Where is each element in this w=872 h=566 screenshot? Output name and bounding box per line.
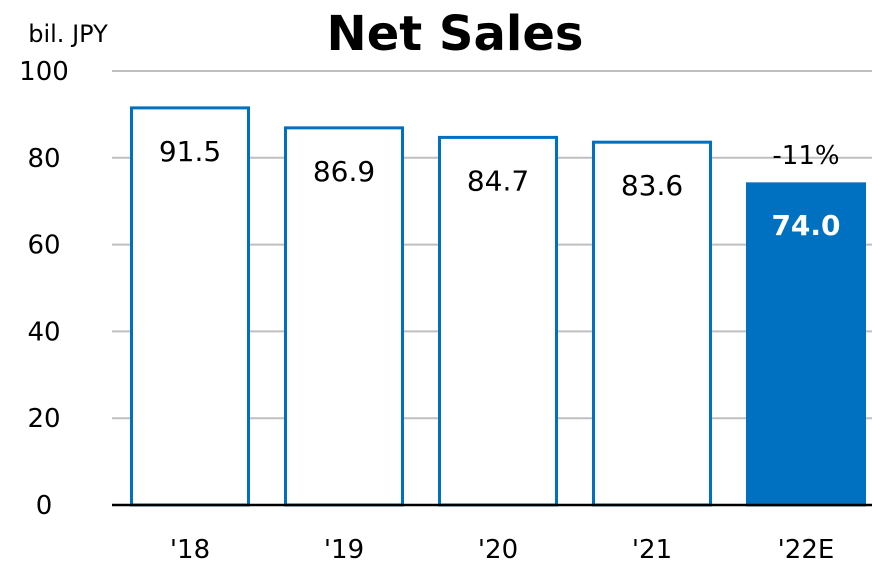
bar-value-label: 84.7 bbox=[467, 164, 529, 197]
chart-title: Net Sales bbox=[327, 6, 584, 62]
bar-value-label: 74.0 bbox=[771, 209, 840, 242]
bar bbox=[746, 182, 866, 507]
bars bbox=[130, 106, 866, 507]
y-tick-label: 40 bbox=[27, 317, 60, 347]
x-tick-label: '22E bbox=[778, 535, 835, 565]
x-tick-label: '18 bbox=[170, 535, 210, 565]
bar bbox=[130, 106, 250, 507]
y-tick-label: 80 bbox=[27, 144, 60, 174]
change-annotation: -11% bbox=[772, 141, 839, 171]
bar-value-label: 83.6 bbox=[621, 169, 683, 202]
y-tick-label: 100 bbox=[19, 57, 69, 87]
x-tick-label: '20 bbox=[478, 535, 518, 565]
bar bbox=[438, 135, 558, 507]
y-tick-label: 0 bbox=[36, 491, 53, 521]
bar-value-label: 86.9 bbox=[313, 155, 375, 188]
value-labels: 91.5 86.9 84.7 83.6 74.0 bbox=[159, 135, 841, 242]
x-axis-categories: '18 '19 '20 '21 '22E bbox=[170, 535, 834, 565]
y-tick-label: 20 bbox=[27, 404, 60, 434]
bar bbox=[592, 140, 712, 507]
y-axis-ticks: 0 20 40 60 80 100 bbox=[19, 57, 69, 521]
unit-label: bil. JPY bbox=[28, 20, 108, 48]
x-tick-label: '21 bbox=[632, 535, 672, 565]
y-tick-label: 60 bbox=[27, 231, 60, 261]
bar-value-label: 91.5 bbox=[159, 135, 221, 168]
x-tick-label: '19 bbox=[324, 535, 364, 565]
